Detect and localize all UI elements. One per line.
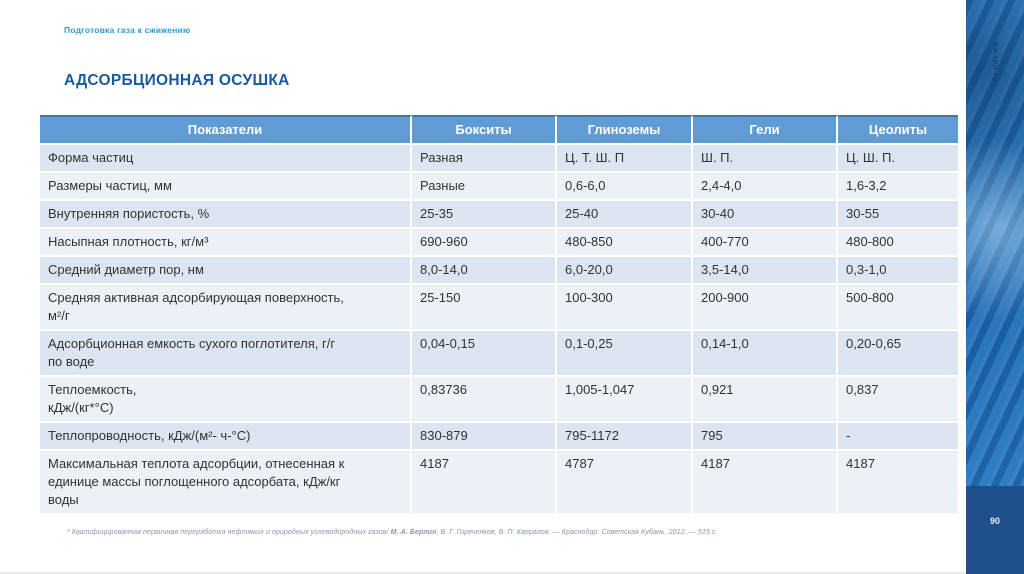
value-cell: 4787 — [557, 451, 693, 515]
value-cell: 0,14-1,0 — [693, 331, 838, 377]
row-label-cell: Внутренняя пористость, % — [40, 201, 412, 229]
column-header: Показатели — [40, 115, 412, 145]
sidebar-footer: 90 — [966, 486, 1024, 574]
table-row: Насыпная плотность, кг/м³ 690-960 480-85… — [40, 229, 958, 257]
row-label-cell: Теплопроводность, кДж/(м²- ч-°С) — [40, 423, 412, 451]
value-cell: 0,1-0,25 — [557, 331, 693, 377]
value-cell: 690-960 — [412, 229, 557, 257]
row-label-cell: Адсорбционная емкость сухого поглотителя… — [40, 331, 412, 377]
value-cell: 795-1172 — [557, 423, 693, 451]
table-row: Адсорбционная емкость сухого поглотителя… — [40, 331, 958, 377]
value-cell: 0,837 — [838, 377, 958, 423]
value-cell: 480-850 — [557, 229, 693, 257]
value-cell: 25-40 — [557, 201, 693, 229]
value-cell: 0,6-6,0 — [557, 173, 693, 201]
value-cell: 6,0-20,0 — [557, 257, 693, 285]
value-cell: Разные — [412, 173, 557, 201]
column-header: Цеолиты — [838, 115, 958, 145]
row-label-cell: Насыпная плотность, кг/м³ — [40, 229, 412, 257]
value-cell: 795 — [693, 423, 838, 451]
table-row: Теплопроводность, кДж/(м²- ч-°С) 830-879… — [40, 423, 958, 451]
table-row: Теплоемкость, кДж/(кг*°С) 0,83736 1,005-… — [40, 377, 958, 423]
value-cell: 500-800 — [838, 285, 958, 331]
value-cell: 4187 — [838, 451, 958, 515]
value-cell: Ш. П. — [693, 145, 838, 173]
table-row: Размеры частиц, мм Разные 0,6-6,0 2,4-4,… — [40, 173, 958, 201]
column-header: Глиноземы — [557, 115, 693, 145]
value-cell: Ц. Ш. П. — [838, 145, 958, 173]
value-cell: 200-900 — [693, 285, 838, 331]
value-cell: 400-770 — [693, 229, 838, 257]
value-cell: 30-55 — [838, 201, 958, 229]
table-row: Средний диаметр пор, нм 8,0-14,0 6,0-20,… — [40, 257, 958, 285]
footnote-text: , В. Г. Гореченков, В. П. Капралов. — Кр… — [436, 529, 718, 536]
breadcrumb: Подготовка газа к сжижению — [64, 25, 191, 35]
value-cell: - — [838, 423, 958, 451]
row-label-cell: Размеры частиц, мм — [40, 173, 412, 201]
table-header-row: Показатели Бокситы Глиноземы Гели Цеолит… — [40, 115, 958, 145]
page-title: АДСОРБЦИОННАЯ ОСУШКА — [64, 72, 290, 89]
value-cell: 1,6-3,2 — [838, 173, 958, 201]
value-cell: 480-800 — [838, 229, 958, 257]
value-cell: Ц. Т. Ш. П — [557, 145, 693, 173]
source-footnote: * Квалифицированная первичная переработк… — [67, 529, 718, 536]
footnote-authors: М. А. Берлин — [390, 529, 437, 536]
column-header: Гели — [693, 115, 838, 145]
value-cell: 30-40 — [693, 201, 838, 229]
value-cell: 25-35 — [412, 201, 557, 229]
row-label-cell: Максимальная теплота адсорбции, отнесенн… — [40, 451, 412, 515]
row-label-cell: Теплоемкость, кДж/(кг*°С) — [40, 377, 412, 423]
value-cell: 0,921 — [693, 377, 838, 423]
table-row: Внутренняя пористость, % 25-35 25-40 30-… — [40, 201, 958, 229]
table-row: Максимальная теплота адсорбции, отнесенн… — [40, 451, 958, 515]
value-cell: 4187 — [693, 451, 838, 515]
decorative-photo-band: hw.tpu.ru 90 — [966, 0, 1024, 574]
value-cell: 0,83736 — [412, 377, 557, 423]
value-cell: 0,3-1,0 — [838, 257, 958, 285]
value-cell: 0,20-0,65 — [838, 331, 958, 377]
adsorbents-table: Показатели Бокситы Глиноземы Гели Цеолит… — [40, 115, 958, 515]
value-cell: 8,0-14,0 — [412, 257, 557, 285]
site-label-vertical: hw.tpu.ru — [991, 42, 999, 83]
value-cell: 0,04-0,15 — [412, 331, 557, 377]
value-cell: 3,5-14,0 — [693, 257, 838, 285]
value-cell: 830-879 — [412, 423, 557, 451]
value-cell: Разная — [412, 145, 557, 173]
column-header: Бокситы — [412, 115, 557, 145]
value-cell: 2,4-4,0 — [693, 173, 838, 201]
footnote-text: * Квалифицированная первичная переработк… — [67, 529, 391, 536]
page-number: 90 — [989, 516, 1000, 526]
value-cell: 100-300 — [557, 285, 693, 331]
row-label-cell: Форма частиц — [40, 145, 412, 173]
value-cell: 4187 — [412, 451, 557, 515]
value-cell: 25-150 — [412, 285, 557, 331]
value-cell: 1,005-1,047 — [557, 377, 693, 423]
row-label-cell: Средняя активная адсорбирующая поверхнос… — [40, 285, 412, 331]
table-row: Средняя активная адсорбирующая поверхнос… — [40, 285, 958, 331]
row-label-cell: Средний диаметр пор, нм — [40, 257, 412, 285]
table-row: Форма частиц Разная Ц. Т. Ш. П Ш. П. Ц. … — [40, 145, 958, 173]
